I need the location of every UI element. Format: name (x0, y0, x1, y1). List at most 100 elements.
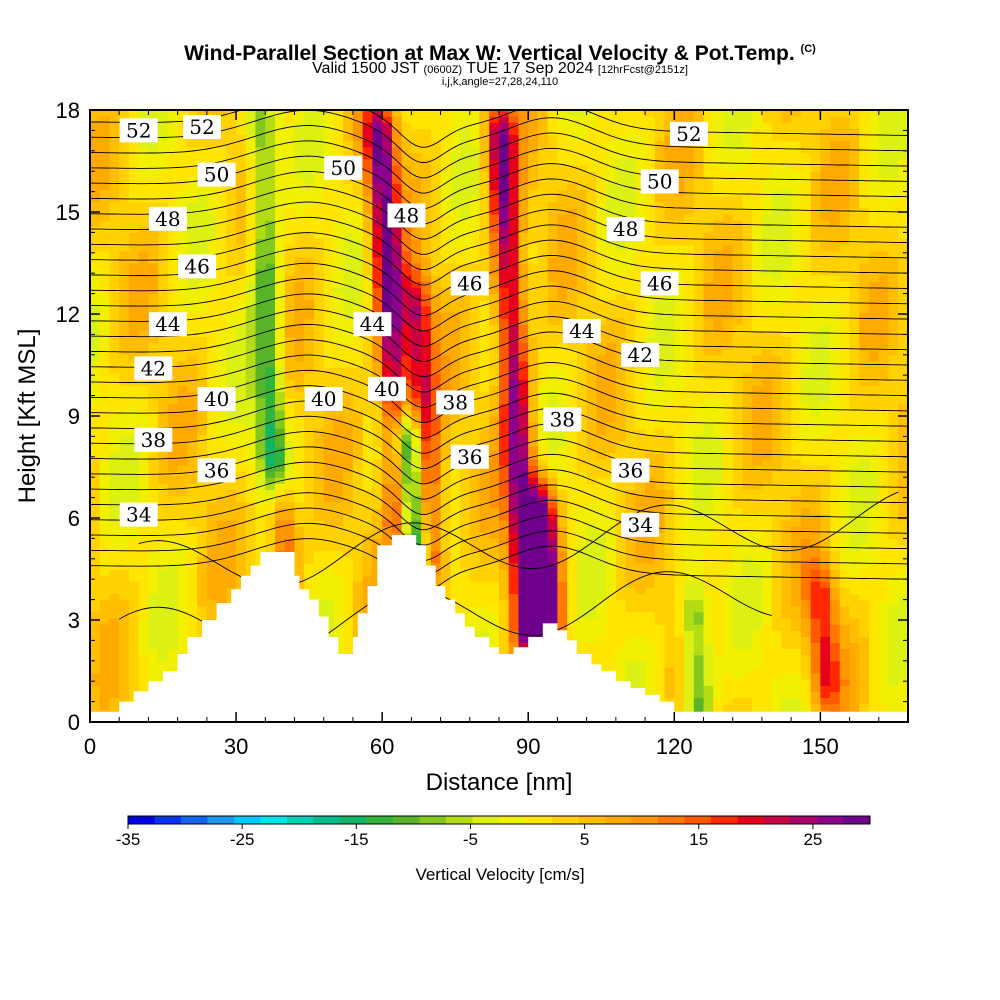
field-cell (129, 146, 140, 154)
field-cell (460, 489, 471, 497)
field-cell (450, 299, 461, 307)
field-cell (440, 538, 451, 546)
field-cell (129, 556, 140, 564)
field-cell (411, 403, 422, 411)
field-cell (323, 207, 334, 215)
field-cell (372, 140, 383, 148)
field-cell (294, 342, 305, 350)
field-cell (372, 446, 383, 454)
field-cell (411, 342, 422, 350)
field-cell (255, 342, 266, 350)
field-cell (129, 140, 140, 148)
field-cell (391, 397, 403, 405)
field-cell (547, 599, 558, 607)
field-cell (557, 477, 568, 484)
field-cell (119, 177, 130, 184)
field-cell (567, 544, 578, 552)
field-cell (187, 434, 198, 442)
field-cell (216, 446, 227, 454)
field-cell (323, 250, 334, 258)
field-cell (216, 544, 227, 552)
field-cell (216, 422, 227, 429)
field-cell (284, 409, 296, 417)
field-cell (391, 250, 403, 258)
field-cell (499, 379, 510, 386)
field-cell (489, 269, 500, 276)
field-cell (547, 116, 558, 123)
field-cell (284, 342, 296, 350)
field-cell (323, 220, 334, 227)
field-cell (469, 189, 481, 197)
field-cell (187, 581, 198, 588)
field-cell (177, 354, 188, 362)
field-cell (236, 532, 247, 539)
field-cell (528, 575, 539, 582)
field-cell (508, 465, 519, 472)
field-cell (440, 195, 451, 203)
field-cell (430, 232, 442, 240)
field-cell (314, 312, 325, 319)
field-cell (557, 293, 568, 301)
field-cell (372, 232, 383, 240)
field-cell (528, 452, 539, 460)
field-cell (245, 207, 257, 215)
field-cell (479, 538, 490, 546)
field-cell (333, 483, 344, 490)
field-cell (547, 618, 558, 625)
field-cell (343, 624, 354, 631)
field-cell (333, 440, 344, 448)
field-cell (197, 593, 208, 601)
field-cell (538, 146, 549, 154)
field-cell (362, 452, 373, 460)
field-cell (460, 250, 471, 258)
field-cell (489, 220, 500, 227)
field-cell (90, 324, 101, 331)
field-cell (99, 207, 110, 215)
field-cell (460, 195, 471, 203)
field-cell (528, 587, 539, 595)
field-cell (284, 220, 296, 227)
field-cell (216, 195, 227, 203)
field-cell (508, 403, 519, 411)
field-cell (129, 489, 140, 497)
field-cell (323, 122, 334, 129)
field-cell (528, 318, 539, 325)
field-cell (479, 336, 490, 344)
field-cell (538, 428, 549, 435)
field-cell (567, 520, 578, 527)
field-cell (275, 281, 286, 289)
field-cell (557, 556, 568, 564)
field-cell (304, 110, 315, 117)
field-cell (479, 520, 490, 527)
field-cell (469, 152, 481, 160)
field-cell (167, 556, 179, 564)
field-cell (352, 569, 364, 576)
field-cell (528, 152, 539, 160)
field-cell (206, 275, 218, 282)
field-cell (518, 195, 529, 203)
field-cell (479, 513, 490, 521)
field-cell (90, 648, 101, 656)
field-cell (538, 250, 549, 258)
field-cell (518, 122, 529, 129)
field-cell (138, 324, 149, 331)
field-cell (382, 501, 393, 509)
field-cell (469, 489, 481, 497)
field-cell (421, 128, 432, 136)
field-cell (323, 305, 334, 313)
field-cell (489, 207, 500, 215)
field-cell (362, 507, 373, 515)
field-cell (99, 201, 110, 209)
field-cell (547, 110, 558, 117)
field-cell (528, 581, 539, 588)
field-cell (167, 250, 179, 258)
field-cell (314, 348, 325, 356)
field-cell (489, 556, 500, 564)
field-cell (177, 195, 188, 203)
field-cell (499, 128, 510, 136)
field-cell (148, 177, 159, 184)
field-cell (489, 318, 500, 325)
field-cell (499, 348, 510, 356)
field-cell (538, 214, 549, 221)
field-cell (216, 593, 227, 601)
